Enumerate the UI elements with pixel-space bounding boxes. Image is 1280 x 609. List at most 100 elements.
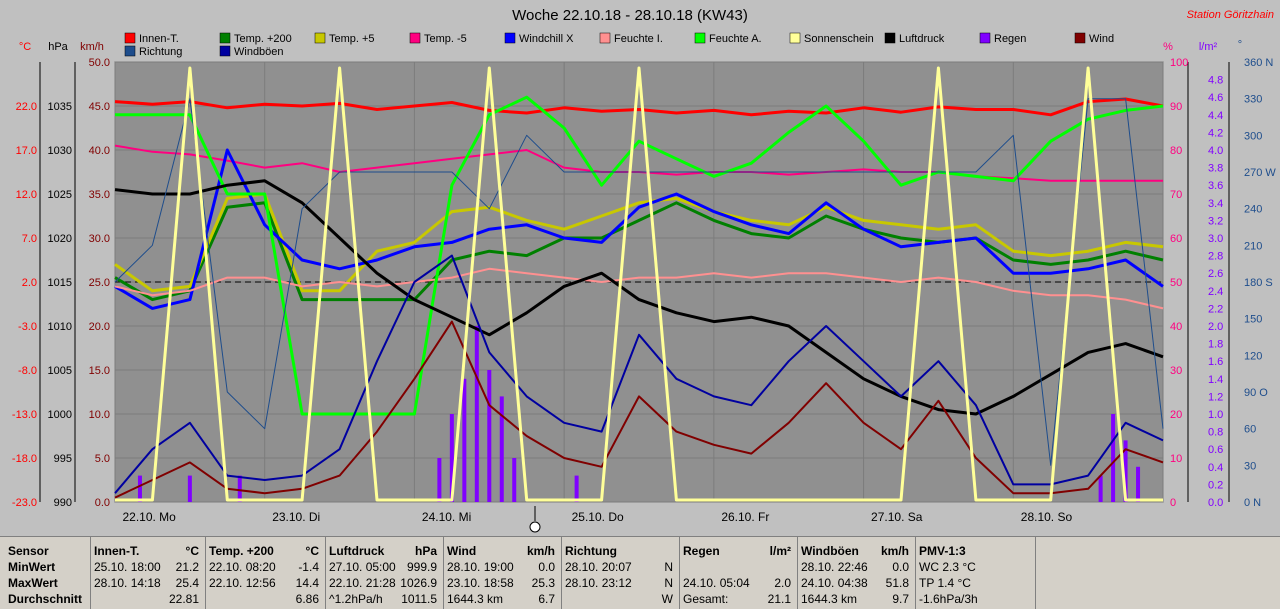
- tick-rain: 4.0: [1208, 145, 1223, 157]
- legend-item-temp-5: Temp. +5: [314, 32, 375, 45]
- legend-item-sonnenschein: Sonnenschein: [789, 32, 874, 45]
- rain-bar: [1111, 414, 1116, 502]
- tick-pressure: 1025: [48, 189, 72, 201]
- tick-wind: 35.0: [89, 189, 110, 201]
- tick-rain: 3.0: [1208, 233, 1223, 245]
- tick-rain: 3.8: [1208, 163, 1223, 175]
- series-wind: [114, 320, 1164, 499]
- legend-label: Temp. +200: [234, 33, 292, 45]
- tick-direction: 210: [1244, 240, 1262, 252]
- stats-min-time: 27.10. 05:00: [329, 560, 396, 574]
- stats-min-value: -1.4: [298, 560, 319, 574]
- tick-wind: 45.0: [89, 101, 110, 113]
- stats-min-value: 0.0: [538, 560, 555, 574]
- tick-humidity: 90: [1170, 101, 1182, 113]
- stats-unit: °C: [185, 544, 199, 558]
- stats-block-windb-en: Windböen km/h 28.10. 22:46 0.0 24.10. 04:38 5…: [797, 537, 916, 609]
- stats-avg-value: 21.1: [767, 592, 791, 606]
- tick-temp: 22.0: [16, 101, 37, 113]
- series-windb-en: [114, 254, 1164, 494]
- series-regen: [137, 326, 1141, 502]
- stats-panel: Sensor MinWert MaxWert Durchschnitt Inne…: [0, 536, 1280, 609]
- tick-rain: 4.8: [1208, 75, 1223, 87]
- stats-label-min: MinWert: [8, 560, 56, 574]
- tick-pressure: 995: [54, 453, 72, 465]
- tick-wind: 5.0: [95, 453, 110, 465]
- stats-avg-value: 22.81: [168, 592, 199, 606]
- tick-rain: 3.4: [1208, 198, 1223, 210]
- stats-max-time: 22.10. 21:28: [329, 576, 396, 590]
- stats-avg-value: 1011.5: [401, 592, 437, 606]
- tick-temp: -13.0: [12, 409, 37, 421]
- stats-min-time: 28.10. 19:00: [447, 560, 514, 574]
- stats-avg-info: ^1.2hPa/h: [329, 592, 383, 606]
- stats-block-pmv-1-3: PMV-1:3 WC 2.3 °C TP 1.4 °C -1.6hPa/3h: [915, 537, 1036, 609]
- legend-label: Regen: [994, 33, 1026, 45]
- legend-label: Luftdruck: [899, 33, 945, 45]
- day-label: 25.10. Do: [572, 510, 624, 524]
- stats-max-time: TP 1.4 °C: [919, 576, 971, 590]
- station-label: Station Göritzhain: [1187, 9, 1274, 21]
- tick-rain: 4.2: [1208, 127, 1223, 139]
- tick-rain: 1.4: [1208, 374, 1223, 386]
- tick-direction: 270 W: [1244, 167, 1276, 179]
- axes: 22.0 17.0 12.0 7.0 2.0 -3.0 -8.0 -13.0 -18.0 -23.…: [12, 57, 1276, 509]
- rain-bar: [487, 370, 492, 502]
- tick-rain: 0.4: [1208, 462, 1223, 474]
- stats-min-value: 0.0: [892, 560, 909, 574]
- tick-rain: 2.0: [1208, 321, 1223, 333]
- legend-label: Temp. -5: [424, 33, 467, 45]
- stats-max-value: 51.8: [885, 576, 909, 590]
- stats-max-time: 28.10. 14:18: [94, 576, 161, 590]
- legend-swatch: [219, 45, 231, 57]
- stats-max-time: 24.10. 04:38: [801, 576, 868, 590]
- tick-humidity: 10: [1170, 453, 1182, 465]
- weather-chart: Woche 22.10.18 - 28.10.18 (KW43) Station…: [11, 7, 1277, 533]
- legend-swatch: [789, 32, 801, 44]
- tick-wind: 40.0: [89, 145, 110, 157]
- stats-unit: l/m²: [769, 544, 791, 558]
- stats-avg-info: 1644.3 km: [447, 592, 504, 606]
- tick-temp: 12.0: [16, 189, 37, 201]
- legend-swatch: [884, 32, 896, 44]
- legend-item-regen: Regen: [979, 32, 1026, 45]
- axis-unit-labels: °C hPa km/h% l/m² °: [19, 39, 1242, 53]
- unit-direction: °: [1238, 39, 1242, 51]
- tick-rain: 4.4: [1208, 110, 1223, 122]
- tick-pressure: 990: [54, 497, 72, 509]
- stats-min-time: 28.10. 22:46: [801, 560, 868, 574]
- legend-label: Windböen: [234, 46, 284, 58]
- unit-pressure: hPa: [48, 41, 68, 53]
- tick-humidity: 50: [1170, 277, 1182, 289]
- stats-max-time: 28.10. 23:12: [565, 576, 632, 590]
- legend-swatch: [124, 45, 136, 57]
- stats-max-time: 22.10. 12:56: [209, 576, 276, 590]
- rain-bar: [499, 396, 504, 502]
- legend-item-windchill-x: Windchill X: [504, 32, 574, 45]
- tick-rain: 2.4: [1208, 286, 1223, 298]
- legend-swatch: [504, 32, 516, 44]
- day-labels: 22.10. Mo 23.10. Di 24.10. Mi 25.10. Do 26.1…: [122, 510, 1072, 524]
- stats-row-labels: Sensor MinWert MaxWert Durchschnitt: [0, 537, 91, 609]
- scroll-handle[interactable]: [529, 521, 541, 533]
- tick-direction: 90 O: [1244, 387, 1268, 399]
- stats-label-max: MaxWert: [8, 576, 58, 590]
- stats-sensor-name: Innen-T.: [94, 544, 140, 558]
- stats-max-time: 24.10. 05:04: [683, 576, 750, 590]
- chart-title: Woche 22.10.18 - 28.10.18 (KW43): [512, 7, 748, 24]
- stats-block-regen: Regen l/m² 24.10. 05:04 2.0 Gesamt: 21.1: [679, 537, 798, 609]
- legend-label: Temp. +5: [329, 33, 375, 45]
- stats-min-time: 28.10. 20:07: [565, 560, 632, 574]
- stats-avg-info: 1644.3 km: [801, 592, 858, 606]
- legend-label: Feuchte I.: [614, 33, 663, 45]
- tick-pressure: 1010: [48, 321, 72, 333]
- series-richtung: [114, 98, 1164, 466]
- stats-avg-info: Gesamt:: [683, 592, 729, 606]
- tick-rain: 2.8: [1208, 251, 1223, 263]
- tick-rain: 1.2: [1208, 391, 1223, 403]
- stats-block-luftdruck: Luftdruck hPa 27.10. 05:00 999.9 22.10. 21:2…: [325, 537, 444, 609]
- rain-bar: [437, 458, 442, 502]
- legend-label: Sonnenschein: [804, 33, 874, 45]
- legend-item-temp-5: Temp. -5: [409, 32, 467, 45]
